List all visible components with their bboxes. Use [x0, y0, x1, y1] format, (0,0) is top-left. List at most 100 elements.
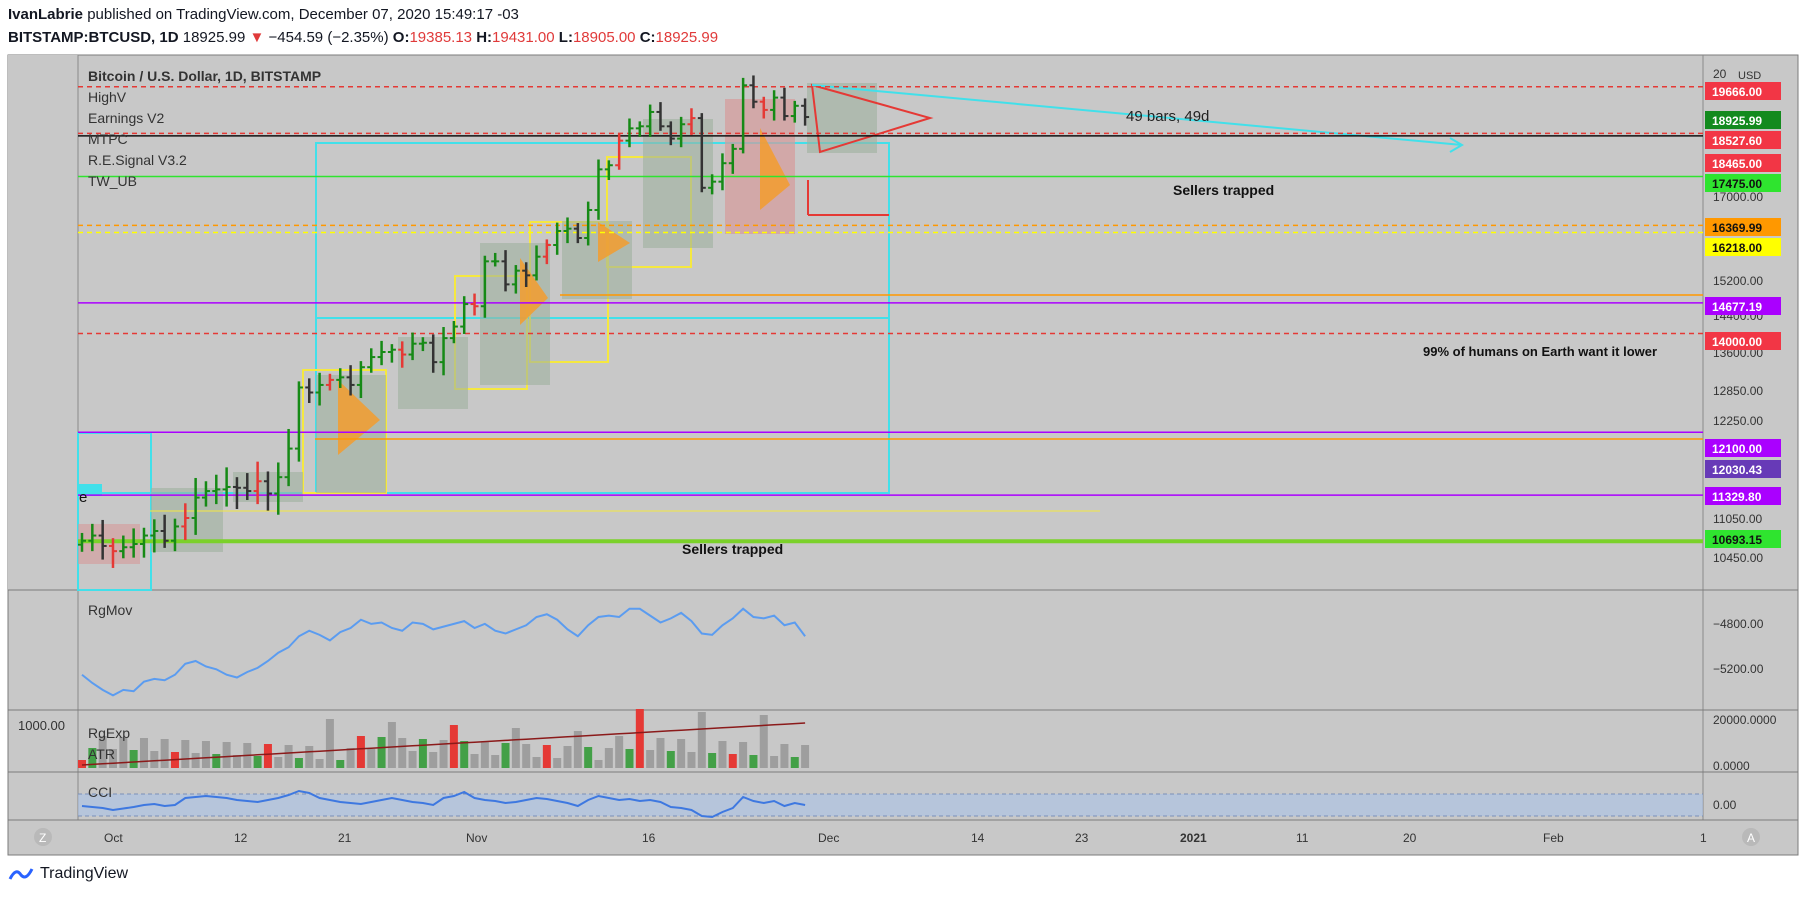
price-tag [1705, 487, 1781, 505]
price-tick-label: 12250.00 [1713, 414, 1763, 428]
volume-bar [728, 754, 737, 768]
volume-bar [377, 737, 386, 768]
time-axis[interactable]: Oct 12 21 Nov 16 Dec 14 23 2021 11 20 Feb 1 [104, 831, 1707, 845]
left-scale [8, 55, 78, 590]
price-tick-label: 20 [1713, 67, 1727, 81]
volume-bar [449, 725, 458, 768]
volume-bar [139, 738, 148, 768]
down-arrow-icon: ▼ [249, 29, 265, 46]
volume-bar [615, 736, 624, 768]
volume-bar [212, 754, 221, 768]
price-tag [1705, 131, 1781, 149]
author-name[interactable]: IvanLabrie [8, 6, 84, 23]
rgexp-label[interactable]: RgExp [88, 725, 130, 741]
volume-bar [274, 757, 283, 768]
low-value: 18905.00 [572, 29, 636, 46]
price-tag [1705, 238, 1781, 256]
arrow-head-icon [1449, 137, 1464, 153]
levels-layer [78, 85, 1703, 544]
ohlc-line: BITSTAMP:BTCUSD, 1D 18925.99 ▼ −454.59 (… [8, 29, 718, 46]
rgmov-label[interactable]: RgMov [88, 602, 132, 618]
volume-bar [367, 749, 376, 768]
volume-bar [98, 736, 107, 768]
price-tag-label: 17475.00 [1712, 177, 1762, 191]
volume-bar [584, 747, 593, 768]
volume-bar [201, 741, 210, 768]
time-tick-label: 16 [642, 831, 656, 845]
green-zone-5 [480, 243, 550, 385]
price-tag-label: 12030.43 [1712, 463, 1762, 477]
price-tick-label: 11050.00 [1713, 512, 1762, 526]
rgexp-tick: 0.0000 [1713, 759, 1750, 773]
volume-bar [460, 741, 469, 768]
volume-bar [284, 745, 293, 768]
auto-scale-button[interactable] [1742, 828, 1760, 846]
volume-bar [129, 750, 138, 768]
red-triangle-pattern[interactable] [810, 83, 934, 154]
symbol-label: BITSTAMP:BTCUSD, 1D [8, 29, 179, 46]
volume-bar [150, 751, 159, 768]
chart-frame [7, 54, 1799, 856]
volume-bar [429, 752, 438, 768]
volume-bar [646, 750, 655, 768]
volume-bar [191, 753, 200, 768]
volume-bar [801, 745, 810, 768]
volume-bar [491, 755, 500, 768]
volume-bar [501, 743, 510, 768]
time-tick-label: Oct [104, 831, 123, 845]
volume-bar [697, 712, 706, 768]
volume-bar [542, 745, 551, 768]
rgmov-line [81, 607, 806, 697]
volume-bar [108, 749, 117, 768]
indicator-earnings[interactable]: Earnings V2 [88, 110, 164, 126]
price-tag [1705, 82, 1781, 100]
time-tick-label: 21 [338, 831, 352, 845]
currency-label: USD [1738, 70, 1761, 82]
volume-bar [398, 738, 407, 768]
zoom-button-label[interactable]: Z [39, 831, 46, 845]
indicator-mtpc[interactable]: MTPC [88, 131, 128, 147]
indicator-twub[interactable]: TW_UB [88, 173, 137, 189]
volume-bar [253, 756, 262, 768]
volume-bar [160, 739, 169, 768]
price-tag [1705, 218, 1781, 236]
cci-tick: 0.00 [1713, 798, 1737, 812]
auto-scale-label[interactable]: A [1747, 831, 1755, 845]
indicator-highv[interactable]: HighV [88, 89, 127, 105]
green-zone-6 [562, 221, 632, 299]
volume-bar [387, 722, 396, 768]
close-label: C: [639, 29, 656, 46]
tradingview-logo-icon [8, 868, 34, 880]
price-tick-label: 17000.00 [1713, 190, 1763, 204]
zoom-button[interactable] [34, 828, 52, 846]
left-scale-value: 1000.00 [18, 718, 65, 733]
orange-triangle-3 [598, 222, 630, 262]
volume-bar [749, 755, 758, 768]
atr-line [81, 722, 806, 766]
volume-bar [263, 744, 272, 768]
cyan-projection-line[interactable] [811, 84, 1463, 146]
open-label: O: [392, 29, 410, 46]
volume-bar [522, 744, 531, 768]
volume-bar [294, 758, 303, 768]
price-change: −454.59 (−2.35%) [268, 29, 389, 46]
volume-bar [739, 742, 748, 768]
price-tag-label: 12100.00 [1712, 442, 1762, 456]
indicator-resignal[interactable]: R.E.Signal V3.2 [88, 152, 187, 168]
volume-bar [594, 760, 603, 768]
cci-label[interactable]: CCI [88, 784, 112, 800]
tradingview-footer[interactable]: TradingView [8, 865, 128, 883]
price-tag [1705, 460, 1781, 478]
volume-bar [635, 709, 644, 768]
volume-bar [687, 752, 696, 768]
volume-bar [511, 728, 520, 768]
volume-bar [356, 736, 365, 768]
price-tag [1705, 111, 1781, 129]
sellers-trapped-bottom: Sellers trapped [682, 541, 783, 557]
high-label: H: [476, 29, 493, 46]
volume-bar [439, 740, 448, 768]
orange-triangle-4 [760, 128, 790, 210]
atr-label[interactable]: ATR [88, 746, 115, 762]
close-value: 18925.99 [655, 29, 719, 46]
